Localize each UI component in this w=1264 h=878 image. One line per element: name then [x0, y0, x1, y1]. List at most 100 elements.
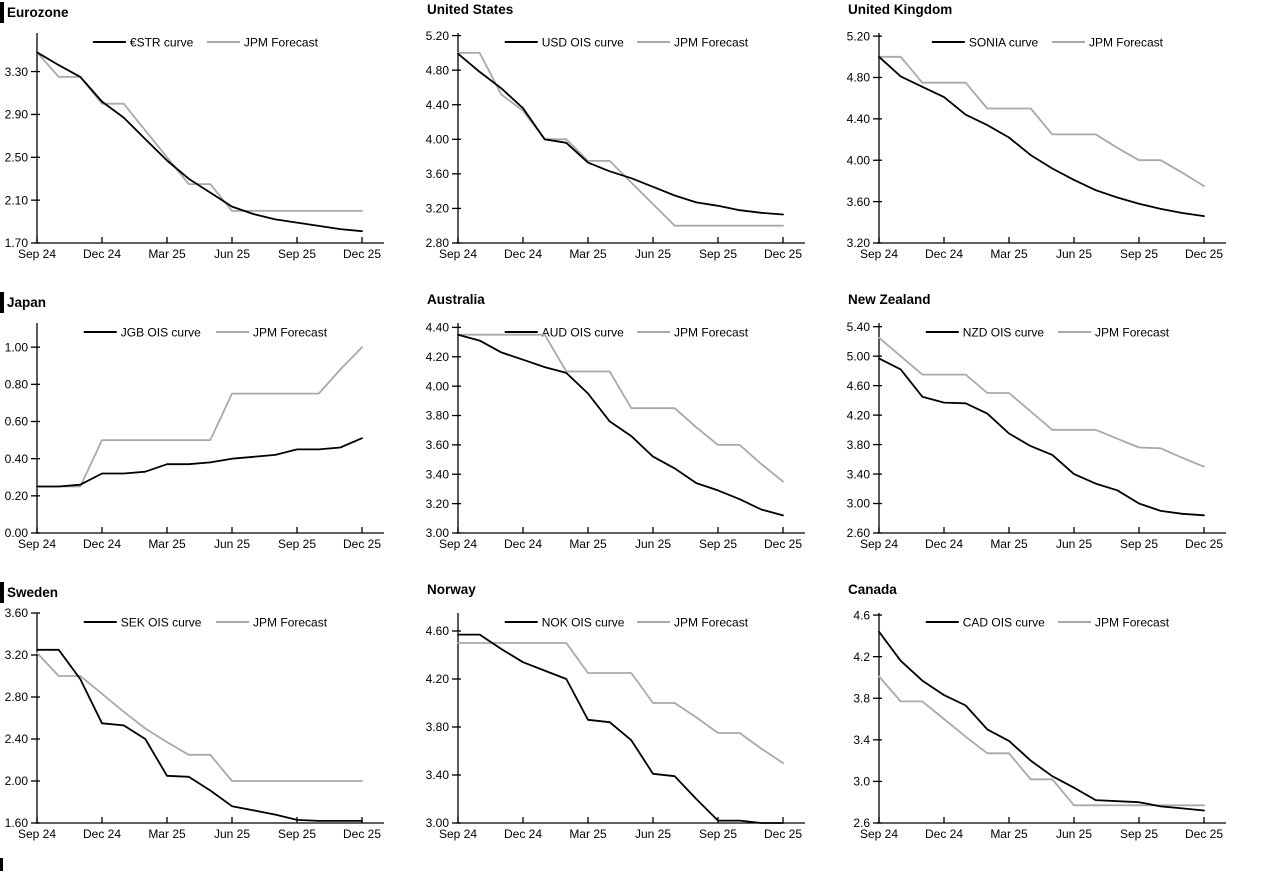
axes: [873, 613, 1226, 824]
chart-svg-canada: 2.6 3.0 3.4 3.8 4.2 4.6 Sep 24 Dec 24 Mar 25 Jun …: [853, 608, 1226, 841]
axes: [452, 613, 805, 824]
series-line-jgb-ois-curve: [36, 437, 363, 488]
x-tick-label: Jun 25: [214, 247, 250, 261]
chart-header: United States: [427, 2, 513, 17]
chart-svg-united-states: 2.80 3.20 3.60 4.00 4.40 4.80 5.20 Sep 24 Dec 24…: [426, 29, 805, 261]
chart-header: United Kingdom: [848, 2, 952, 17]
y-tick-label: 2.00: [5, 774, 29, 788]
legend: JGB OIS curve JPM Forecast: [83, 325, 328, 339]
chart-panel-new-zealand: New Zealand 2.60 3.00 3.40 3.80 4.20 4.60 5.00…: [842, 290, 1264, 580]
y-tick-label: 4.60: [847, 379, 871, 393]
bottom-left-marker-bar: [0, 858, 3, 871]
plot-norway: 3.00 3.40 3.80 4.20 4.60 Sep 24 Dec 24 Mar 25 Ju…: [421, 580, 842, 873]
y-tick-label: 3.20: [426, 497, 450, 511]
legend-label: JPM Forecast: [674, 325, 749, 339]
x-tick-label: Sep 24: [18, 247, 56, 261]
y-tick-label: 5.20: [426, 29, 450, 43]
x-tick-label: Sep 24: [860, 537, 898, 551]
series-line-sonia-curve: [878, 55, 1205, 218]
chart-svg-japan: 0.00 0.20 0.40 0.60 0.80 1.00 Sep 24 Dec 24 Mar …: [5, 323, 384, 551]
plot-canada: 2.6 3.0 3.4 3.8 4.2 4.6 Sep 24 Dec 24 Mar 25 Jun …: [842, 580, 1264, 873]
y-tick-label: 4.80: [426, 63, 450, 77]
y-tick-label: 2.90: [5, 108, 29, 122]
section-marker-bar: [0, 582, 4, 603]
y-tick-label: 3.60: [5, 606, 29, 620]
y-tick-label: 3.8: [853, 691, 870, 705]
x-tick-label: Dec 24: [504, 827, 542, 841]
y-tick-label: 2.10: [5, 193, 29, 207]
y-tick-label: 2.6: [853, 816, 870, 830]
y-tick-label: 3.20: [847, 236, 871, 250]
axes: [31, 33, 384, 244]
plot-united-kingdom: 3.20 3.60 4.00 4.40 4.80 5.20 Sep 24 Dec 24 Mar …: [842, 0, 1264, 290]
y-tick-label: 4.40: [426, 98, 450, 112]
x-tick-label: Dec 25: [343, 537, 381, 551]
x-tick-label: Mar 25: [990, 247, 1028, 261]
chart-panel-united-kingdom: United Kingdom 3.20 3.60 4.00 4.40 4.80 5.20 S…: [842, 0, 1264, 290]
y-tick-label: 3.00: [426, 526, 450, 540]
legend: SONIA curve JPM Forecast: [931, 35, 1164, 49]
legend: NOK OIS curve JPM Forecast: [504, 615, 749, 629]
legend-label: JGB OIS curve: [121, 325, 201, 339]
y-tick-label: 3.30: [5, 65, 29, 79]
y-tick-label: 3.20: [426, 202, 450, 216]
section-marker-bar: [0, 2, 4, 23]
y-tick-label: 2.80: [5, 690, 29, 704]
x-tick-label: Mar 25: [990, 827, 1028, 841]
chart-title: New Zealand: [848, 292, 931, 307]
y-tick-label: 3.60: [426, 438, 450, 452]
series-line-aud-ois-curve: [457, 333, 784, 517]
chart-title: Australia: [427, 292, 485, 307]
chart-header: New Zealand: [848, 292, 931, 307]
y-tick-label: 3.80: [426, 409, 450, 423]
legend: NZD OIS curve JPM Forecast: [925, 325, 1170, 339]
plot-united-states: 2.80 3.20 3.60 4.00 4.40 4.80 5.20 Sep 24 Dec 24…: [421, 0, 842, 290]
series-line-nzd-ois-curve: [878, 357, 1205, 517]
y-tick-label: 4.40: [847, 112, 871, 126]
x-tick-label: Mar 25: [569, 537, 607, 551]
y-tick-label: 0.40: [5, 452, 29, 466]
chart-title: Sweden: [7, 585, 59, 600]
y-tick-label: 0.80: [5, 378, 29, 392]
chart-title: Norway: [427, 582, 476, 597]
legend: USD OIS curve JPM Forecast: [504, 35, 749, 49]
y-tick-label: 3.60: [426, 167, 450, 181]
series-line-jpm-forecast: [457, 52, 784, 227]
plot-new-zealand: 2.60 3.00 3.40 3.80 4.20 4.60 5.00 5.40 Sep 24 De…: [842, 290, 1264, 580]
y-tick-label: 5.00: [847, 349, 871, 363]
x-tick-label: Sep 25: [699, 827, 737, 841]
plot-eurozone: 1.70 2.10 2.50 2.90 3.30 Sep 24 Dec 24 Mar 25 Ju…: [0, 0, 421, 290]
x-tick-label: Sep 25: [699, 537, 737, 551]
y-tick-label: 0.60: [5, 415, 29, 429]
chart-panel-japan: Japan 0.00 0.20 0.40 0.60 0.80 1.00 Sep 24 Dec …: [0, 290, 421, 580]
x-tick-label: Dec 25: [343, 247, 381, 261]
x-tick-label: Dec 25: [764, 827, 802, 841]
legend-label: JPM Forecast: [1089, 35, 1164, 49]
x-tick-label: Sep 24: [439, 827, 477, 841]
y-tick-label: 1.70: [5, 236, 29, 250]
series-line-jpm-forecast: [457, 333, 784, 483]
chart-title: Japan: [7, 295, 47, 310]
legend-label: JPM Forecast: [244, 35, 319, 49]
chart-title: Eurozone: [7, 5, 69, 20]
x-tick-label: Jun 25: [1056, 247, 1092, 261]
series-line--str-curve: [36, 51, 363, 233]
legend: €STR curve JPM Forecast: [92, 35, 319, 49]
x-tick-label: Mar 25: [569, 827, 607, 841]
y-tick-label: 0.00: [5, 526, 29, 540]
chart-panel-norway: Norway 3.00 3.40 3.80 4.20 4.60 Sep 24 Dec 24 M…: [421, 580, 842, 873]
chart-title: United Kingdom: [848, 2, 953, 17]
chart-panel-united-states: United States 2.80 3.20 3.60 4.00 4.40 4.80 5.…: [421, 0, 842, 290]
y-tick-label: 3.00: [847, 497, 871, 511]
x-tick-label: Sep 25: [278, 827, 316, 841]
x-tick-label: Sep 25: [278, 537, 316, 551]
x-tick-label: Jun 25: [635, 247, 671, 261]
chart-panel-canada: Canada 2.6 3.0 3.4 3.8 4.2 4.6 Sep 24 Dec 24 Mar…: [842, 580, 1264, 873]
chart-header: Canada: [848, 582, 897, 597]
chart-svg-sweden: 1.60 2.00 2.40 2.80 3.20 3.60 Sep 24 Dec 24 Mar …: [5, 606, 384, 841]
axes: [452, 323, 805, 534]
y-tick-label: 3.40: [426, 467, 450, 481]
series-line-jpm-forecast: [878, 675, 1205, 807]
y-tick-label: 2.50: [5, 150, 29, 164]
